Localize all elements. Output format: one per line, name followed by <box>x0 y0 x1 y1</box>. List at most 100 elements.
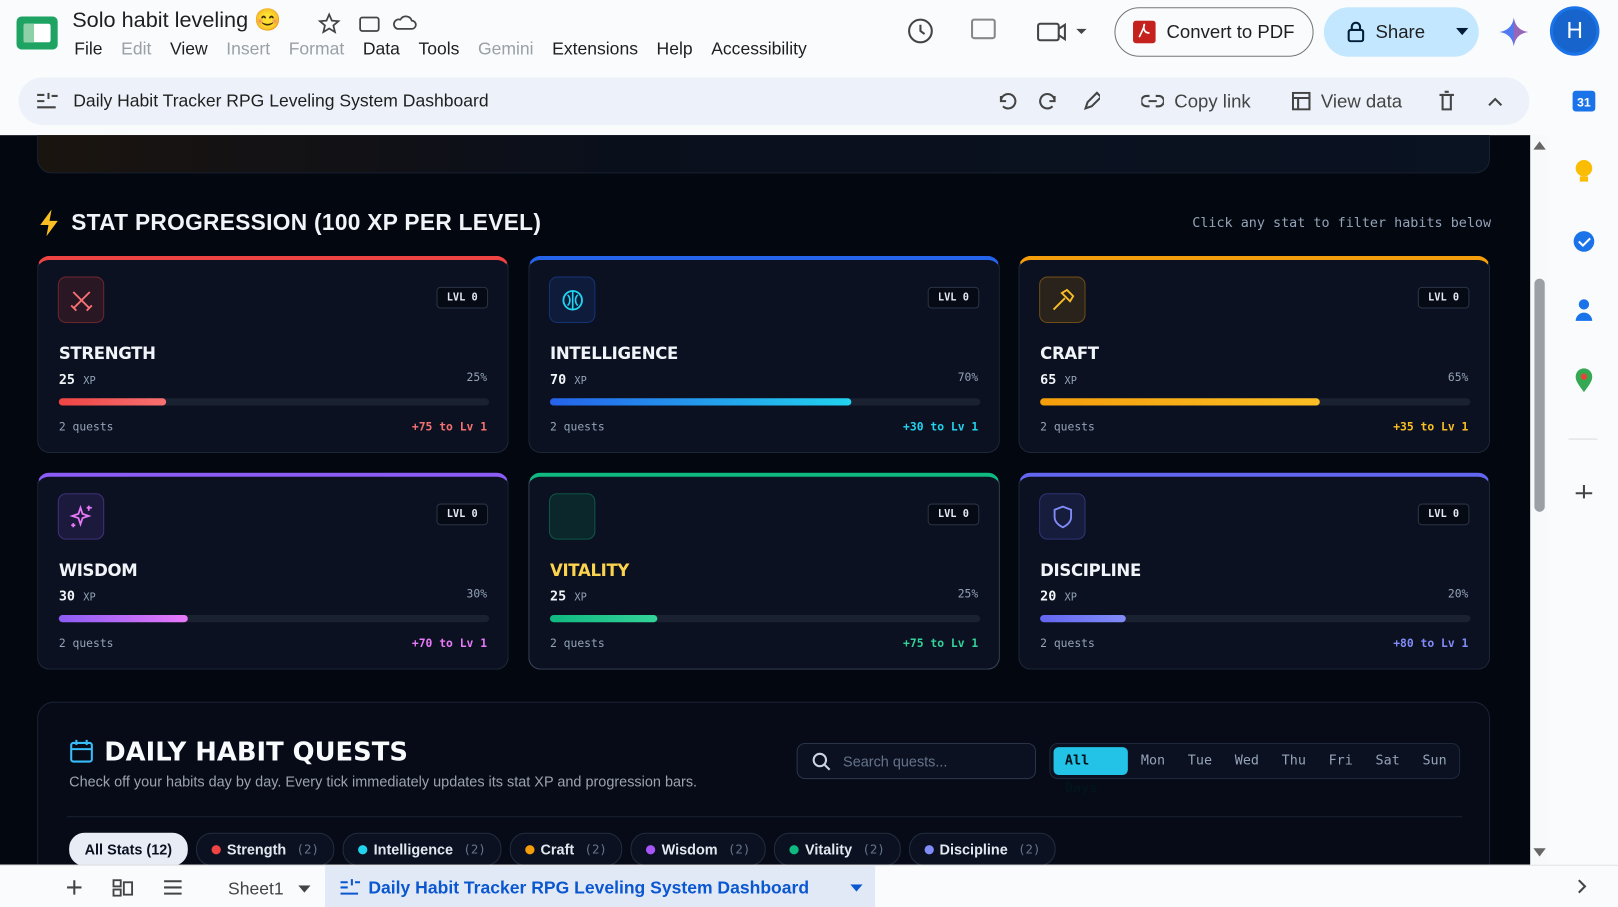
xp-value: 70 <box>549 372 567 388</box>
to-next-level: +75 to Lv 1 <box>411 419 488 434</box>
table-icon <box>1291 91 1311 111</box>
day-button[interactable]: Sun <box>1422 753 1447 769</box>
share-button[interactable]: Share <box>1323 7 1479 57</box>
stat-card[interactable]: LVL 0 VITALITY 25 XP 25% 2 quests +75 to Lv 1 <box>528 472 1000 670</box>
day-button[interactable]: Tue <box>1187 753 1213 769</box>
scroll-thumb[interactable] <box>1534 278 1545 512</box>
xp-bar <box>1040 398 1320 406</box>
stat-glyph <box>559 503 586 530</box>
xp-percent: 70% <box>957 370 979 384</box>
scroll-up[interactable] <box>1533 140 1546 150</box>
view-data-button[interactable]: View data <box>1291 87 1402 116</box>
avatar[interactable]: H <box>1549 6 1600 56</box>
quest-count: 2 quests <box>1040 419 1095 434</box>
stat-filter-chip[interactable]: Wisdom (2) <box>630 832 766 865</box>
quests-subtitle: Check off your habits day by day. Every … <box>69 772 698 790</box>
stat-glyph <box>1053 505 1072 528</box>
title-icons[interactable] <box>317 11 425 36</box>
stat-card[interactable]: LVL 0 DISCIPLINE 20 XP 20% 2 quests +80 to Lv … <box>1018 472 1491 670</box>
stat-card[interactable]: LVL 0 STRENGTH 25 XP 25% 2 quests +75 to Lv 1 <box>37 255 509 453</box>
calendar-app[interactable]: 31 <box>1572 90 1596 112</box>
stat-name: INTELLIGENCE <box>549 343 679 364</box>
gemini-icon[interactable] <box>1499 17 1529 47</box>
scrollbar[interactable] <box>1530 135 1548 865</box>
menu-item[interactable]: Accessibility <box>711 39 807 59</box>
doc-title[interactable]: Solo habit leveling 😊 <box>72 8 282 32</box>
to-next-level: +30 to Lv 1 <box>903 419 979 434</box>
xp-bar <box>549 398 852 406</box>
menu-item[interactable]: Insert <box>226 39 271 59</box>
stat-icon <box>1039 276 1086 323</box>
chip-label: Wisdom <box>661 840 718 858</box>
menu-item[interactable]: Help <box>656 39 693 59</box>
day-button[interactable]: Thu <box>1281 753 1306 769</box>
copy-link-label: Copy link <box>1174 90 1251 111</box>
active-tab-caret[interactable] <box>850 884 863 892</box>
xp-track <box>1040 398 1471 406</box>
xp-line: 20 XP <box>1040 585 1077 604</box>
chip-dot <box>358 844 368 854</box>
stat-card[interactable]: LVL 0 INTELLIGENCE 70 XP 70% 2 quests +30 to L… <box>528 255 1000 453</box>
menu-item[interactable]: Format <box>288 39 345 59</box>
chip-count: (2) <box>727 842 751 857</box>
day-button[interactable]: Wed <box>1234 753 1259 769</box>
section-title: STAT PROGRESSION (100 XP PER LEVEL) <box>71 209 542 236</box>
divider <box>67 816 1463 818</box>
day-button[interactable]: Fri <box>1328 753 1353 769</box>
chip-count: (2) <box>862 842 885 857</box>
xp-track <box>58 615 490 623</box>
sheet-controls[interactable] <box>64 878 198 897</box>
copy-link-button[interactable]: Copy link <box>1141 87 1251 116</box>
stat-filter-chip[interactable]: Strength (2) <box>195 832 335 865</box>
level-badge: LVL 0 <box>1417 503 1470 526</box>
chip-label: All Stats (12) <box>84 840 173 858</box>
quests-title: DAILY HABIT QUESTS <box>104 736 408 767</box>
search-box[interactable]: Search quests... <box>796 742 1037 780</box>
menu-item[interactable]: Tools <box>418 39 460 59</box>
day-button[interactable]: Sat <box>1375 753 1400 769</box>
active-sheet-tab[interactable]: Daily Habit Tracker RPG Leveling System … <box>325 865 876 907</box>
stat-filter-chip[interactable]: Discipline (2) <box>908 832 1056 865</box>
sheets-logo[interactable] <box>16 16 58 50</box>
xp-unit: XP <box>1064 375 1077 387</box>
xp-line: 30 XP <box>59 585 96 604</box>
tab-scroll[interactable] <box>1577 879 1587 894</box>
day-button[interactable]: All Days <box>1053 747 1128 797</box>
menu-item[interactable]: Data <box>362 39 400 59</box>
chip-count: (2) <box>1018 842 1041 857</box>
delete-collapse-icons[interactable] <box>1436 90 1508 113</box>
stat-card[interactable]: LVL 0 CRAFT 65 XP 65% 2 quests +35 to Lv 1 <box>1018 255 1491 453</box>
stat-filter-chip[interactable]: Intelligence (2) <box>342 832 502 865</box>
level-badge: LVL 0 <box>1417 286 1470 309</box>
chip-count: (2) <box>463 842 486 857</box>
stat-card[interactable]: LVL 0 WISDOM 30 XP 30% 2 quests +70 to Lv 1 <box>37 472 509 670</box>
stat-filter-chip[interactable]: Craft (2) <box>509 832 623 865</box>
xp-value: 25 <box>58 372 75 388</box>
side-apps[interactable] <box>1573 158 1598 499</box>
stat-filter-chip[interactable]: Vitality (2) <box>774 832 901 865</box>
day-button[interactable]: Mon <box>1140 753 1166 769</box>
share-caret[interactable] <box>1455 27 1469 36</box>
edit-icons[interactable] <box>997 90 1100 113</box>
menu-item[interactable]: Edit <box>121 39 152 59</box>
menu-item[interactable]: View <box>169 39 208 59</box>
menu-item[interactable]: Extensions <box>552 39 638 59</box>
stat-filter-chip[interactable]: All Stats (12) <box>69 832 188 865</box>
xp-line: 25 XP <box>59 368 96 388</box>
sheet-tab-caret[interactable] <box>298 885 311 893</box>
search-placeholder: Search quests... <box>843 753 948 770</box>
menu-bar: File Edit View Insert Format Data Tools Gemini E… <box>74 39 806 60</box>
to-next-level: +75 to Lv 1 <box>903 636 979 651</box>
calendar-icon <box>70 739 93 763</box>
chart-toolbar: Daily Habit Tracker RPG Leveling System … <box>18 77 1530 125</box>
menu-item[interactable]: Gemini <box>478 39 534 59</box>
stat-name: WISDOM <box>58 560 138 580</box>
convert-pdf-button[interactable]: Convert to PDF <box>1114 7 1314 57</box>
quest-count: 2 quests <box>1040 636 1095 651</box>
scroll-down[interactable] <box>1533 847 1546 857</box>
menu-item[interactable]: File <box>74 39 103 59</box>
xp-bar <box>58 398 167 406</box>
chip-label: Vitality <box>805 840 853 858</box>
sheet-tab[interactable]: Sheet1 <box>228 879 284 899</box>
header-icons[interactable] <box>904 14 1100 49</box>
